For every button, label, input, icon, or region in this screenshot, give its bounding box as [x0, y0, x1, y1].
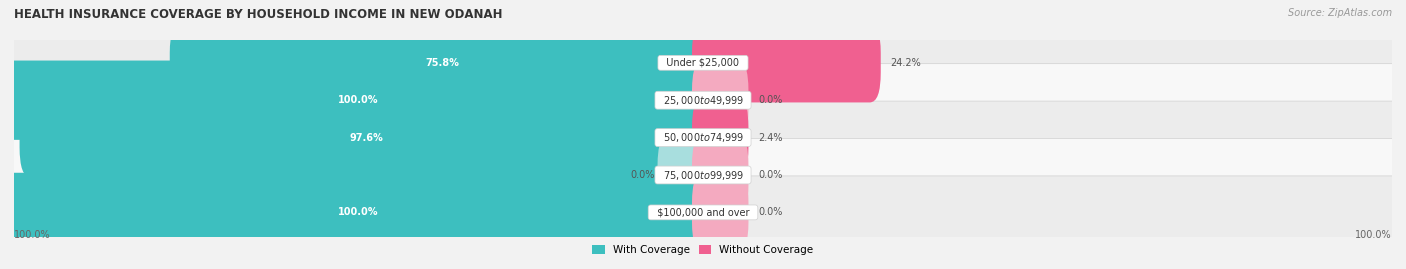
- Text: Source: ZipAtlas.com: Source: ZipAtlas.com: [1288, 8, 1392, 18]
- FancyBboxPatch shape: [20, 98, 714, 177]
- Text: $50,000 to $74,999: $50,000 to $74,999: [658, 131, 748, 144]
- Text: $100,000 and over: $100,000 and over: [651, 207, 755, 217]
- Text: 0.0%: 0.0%: [758, 207, 783, 217]
- FancyBboxPatch shape: [692, 98, 748, 177]
- FancyBboxPatch shape: [170, 23, 714, 102]
- Text: 0.0%: 0.0%: [758, 95, 783, 105]
- Text: $75,000 to $99,999: $75,000 to $99,999: [658, 168, 748, 182]
- Text: 100.0%: 100.0%: [1355, 230, 1392, 240]
- Text: Under $25,000: Under $25,000: [661, 58, 745, 68]
- Text: 97.6%: 97.6%: [350, 133, 384, 143]
- Text: 100.0%: 100.0%: [339, 95, 378, 105]
- Legend: With Coverage, Without Coverage: With Coverage, Without Coverage: [592, 245, 814, 255]
- FancyBboxPatch shape: [10, 139, 1396, 211]
- FancyBboxPatch shape: [10, 26, 1396, 99]
- Text: 0.0%: 0.0%: [630, 170, 655, 180]
- Text: 2.4%: 2.4%: [758, 133, 783, 143]
- Text: 0.0%: 0.0%: [758, 170, 783, 180]
- Text: $25,000 to $49,999: $25,000 to $49,999: [658, 94, 748, 107]
- Text: 100.0%: 100.0%: [339, 207, 378, 217]
- Text: HEALTH INSURANCE COVERAGE BY HOUSEHOLD INCOME IN NEW ODANAH: HEALTH INSURANCE COVERAGE BY HOUSEHOLD I…: [14, 8, 502, 21]
- FancyBboxPatch shape: [658, 135, 714, 215]
- FancyBboxPatch shape: [10, 176, 1396, 249]
- FancyBboxPatch shape: [692, 61, 748, 140]
- Text: 75.8%: 75.8%: [425, 58, 458, 68]
- FancyBboxPatch shape: [692, 23, 880, 102]
- FancyBboxPatch shape: [692, 135, 748, 215]
- Text: 24.2%: 24.2%: [890, 58, 921, 68]
- FancyBboxPatch shape: [692, 173, 748, 252]
- FancyBboxPatch shape: [10, 101, 1396, 174]
- FancyBboxPatch shape: [3, 173, 714, 252]
- FancyBboxPatch shape: [3, 61, 714, 140]
- FancyBboxPatch shape: [10, 64, 1396, 137]
- Text: 100.0%: 100.0%: [14, 230, 51, 240]
